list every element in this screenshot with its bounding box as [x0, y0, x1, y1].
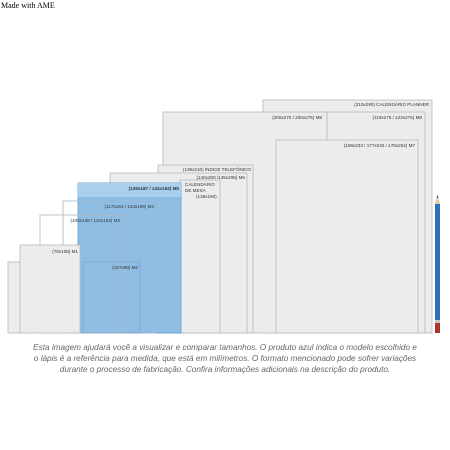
- size-box: [275, 139, 419, 334]
- caption: Esta imagem ajudará você a visualizar e …: [33, 343, 417, 352]
- size-box: [179, 179, 221, 334]
- size-box: [19, 244, 81, 334]
- size-label: (138x190): [196, 194, 217, 199]
- size-label: (210x290) CALENDÁRIO PLANNER: [354, 101, 429, 107]
- size-label: (119x275 / 123x275) M8: [373, 115, 423, 120]
- selected-box: [77, 182, 182, 334]
- size-label: (139x210) ÍNDICE TELEFÔNICO: [183, 166, 252, 172]
- caption: o lápis é a referência para medida, que …: [34, 354, 416, 363]
- size-label: (167x89) M2: [112, 265, 138, 270]
- size-box: [82, 261, 141, 334]
- size-label: (200x270 / 200x275) M9: [272, 115, 322, 120]
- watermark: Made with AME: [1, 1, 55, 10]
- size-label: (140x200 /145x205) M6: [196, 175, 245, 180]
- pencil: [435, 195, 440, 333]
- size-label: (78x108) M1: [52, 249, 78, 254]
- size-label: DE MESA: [185, 188, 207, 193]
- size-label: (105x148 / 110x154) M3: [71, 218, 121, 223]
- selected-header: [78, 183, 181, 197]
- size-label: CALENDÁRIO: [185, 181, 215, 187]
- size-label: (159x233 / 177x240 / 178x254) M7: [344, 143, 416, 148]
- size-label: (129x187 / 134x192) M5: [129, 186, 180, 191]
- caption: durante o processo de fabricação. Confir…: [60, 365, 390, 374]
- size-label: (117x164 / 123x166) M4: [105, 204, 155, 209]
